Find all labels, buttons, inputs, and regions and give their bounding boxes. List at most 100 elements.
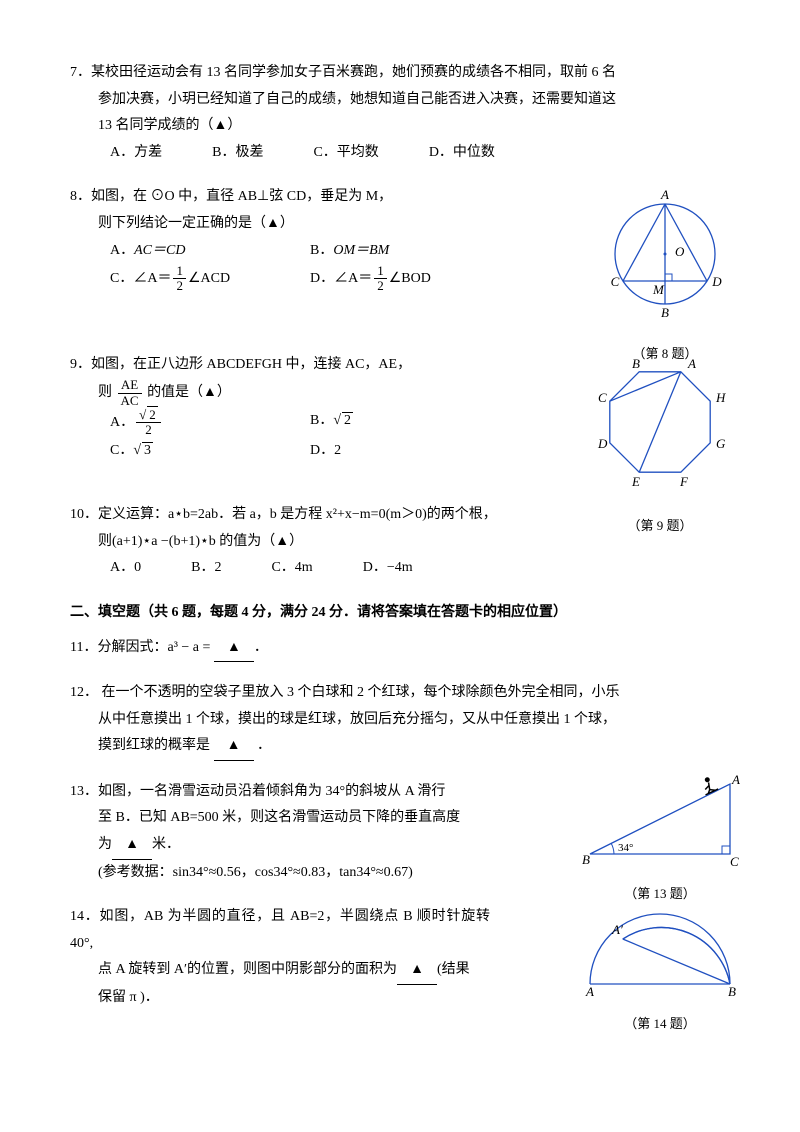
q11-line: 11．分解因式：a³ − a = ▲． xyxy=(70,635,730,663)
question-14: A B A′ （第 14 题） 14．如图，AB 为半圆的直径，且 AB=2，半… xyxy=(70,904,730,1011)
q8-optD: D．∠A＝12∠BOD xyxy=(310,264,490,294)
q7-optB: B．极差 xyxy=(212,140,263,167)
q7-text3: 13 名同学成绩的（▲） xyxy=(70,113,730,140)
q14-text1: 如图，AB 为半圆的直径，且 AB=2，半圆绕点 B 顺时针旋转 40°, xyxy=(70,909,490,951)
q10-line1: 10．定义运算：a⋆b=2ab．若 a，b 是方程 x²+x−m=0(m＞0)的… xyxy=(70,502,730,529)
q8-num: 8． xyxy=(70,189,91,204)
q13-A: A xyxy=(731,774,740,787)
question-13: 34° A B C （第 13 题） 13．如图，一名滑雪运动员沿着倾斜角为 3… xyxy=(70,779,730,886)
q10-optC: C．4m xyxy=(271,555,312,582)
q7-optA: A．方差 xyxy=(110,140,162,167)
q10-text1: 定义运算：a⋆b=2ab．若 a，b 是方程 x²+x−m=0(m＞0)的两个根… xyxy=(98,507,497,522)
q7-num: 7． xyxy=(70,65,91,80)
question-10: 10．定义运算：a⋆b=2ab．若 a，b 是方程 x²+x−m=0(m＞0)的… xyxy=(70,502,730,582)
q7-optD: D．中位数 xyxy=(429,140,495,167)
q7-text1: 某校田径运动会有 13 名同学参加女子百米赛跑，她们预赛的成绩各不相同，取前 6… xyxy=(91,65,616,80)
q14-B: B xyxy=(728,984,736,999)
q12-num: 12． xyxy=(70,685,98,700)
q9-num: 9． xyxy=(70,357,91,372)
question-7: 7．某校田径运动会有 13 名同学参加女子百米赛跑，她们预赛的成绩各不相同，取前… xyxy=(70,60,730,166)
q9-optA: A．22 xyxy=(110,408,290,438)
q12-blank[interactable]: ▲ xyxy=(214,733,254,761)
q11-num: 11． xyxy=(70,640,97,655)
q8-text2: 则下列结论一定正确的是（▲） xyxy=(70,211,518,238)
q9-text1: 如图，在正八边形 ABCDEFGH 中，连接 AC，AE， xyxy=(91,357,411,372)
q8-figure: A B C D O M （第 8 题） xyxy=(590,179,740,366)
q13-text1: 如图，一名滑雪运动员沿着倾斜角为 34°的斜坡从 A 滑行 xyxy=(98,784,445,799)
q9-H: H xyxy=(715,390,726,405)
q8-optB: B．OM＝BM xyxy=(310,238,490,265)
q9-optC: C．3 xyxy=(110,438,290,465)
q9-C: C xyxy=(598,390,607,405)
q8-label-D: D xyxy=(711,274,722,289)
q8-label-A: A xyxy=(660,187,669,202)
question-12: 12． 在一个不透明的空袋子里放入 3 个白球和 2 个红球，每个球除颜色外完全… xyxy=(70,680,730,761)
q14-figure: A B A′ （第 14 题） xyxy=(580,884,740,1036)
q13-angle: 34° xyxy=(618,842,633,854)
q12-line3: 摸到红球的概率是 ▲ ． xyxy=(70,733,730,761)
q13-line1: 13．如图，一名滑雪运动员沿着倾斜角为 34°的斜坡从 A 滑行 xyxy=(70,779,490,806)
q14-blank[interactable]: ▲ xyxy=(397,957,437,985)
q14-line2: 点 A 旋转到 A′的位置，则图中阴影部分的面积为▲(结果 xyxy=(70,957,518,985)
section-2-title: 二、填空题（共 6 题，每题 4 分，满分 24 分．请将答案填在答题卡的相应位… xyxy=(70,600,730,627)
q7-line1: 7．某校田径运动会有 13 名同学参加女子百米赛跑，她们预赛的成绩各不相同，取前… xyxy=(70,60,730,87)
q10-optB: B．2 xyxy=(191,555,221,582)
q10-optD: D．−4m xyxy=(363,555,413,582)
q9-optD: D．2 xyxy=(310,438,490,465)
q10-optA: A．0 xyxy=(110,555,141,582)
question-9: A B C D E F G H （第 9 题） 9．如图，在正八边形 ABCDE… xyxy=(70,352,730,484)
q8-line1: 8．如图，在 ⊙O 中，直径 AB⊥弦 CD，垂足为 M， xyxy=(70,184,490,211)
q9-line2: 则 AEAC 的值是（▲） xyxy=(70,378,518,408)
q9-G: G xyxy=(716,436,726,451)
q9-F: F xyxy=(679,474,689,489)
q12-post: ． xyxy=(254,738,272,753)
q8-circle-diagram: A B C D O M xyxy=(590,179,740,329)
q11-post: ． xyxy=(254,640,268,655)
q7-optC: C．平均数 xyxy=(313,140,378,167)
q14-Ap: A′ xyxy=(611,922,623,937)
q13-C: C xyxy=(730,854,739,869)
q14-text3: 保留 π )． xyxy=(70,985,518,1012)
q9-E: E xyxy=(631,474,640,489)
q14-A: A xyxy=(585,984,594,999)
q10-options: A．0 B．2 C．4m D．−4m xyxy=(70,555,730,582)
q13-B: B xyxy=(582,852,590,867)
q8-text1: 如图，在 ⊙O 中，直径 AB⊥弦 CD，垂足为 M， xyxy=(91,189,392,204)
q13-text2: 至 B．已知 AB=500 米，则这名滑雪运动员下降的垂直高度 xyxy=(70,805,518,832)
q14-line1: 14．如图，AB 为半圆的直径，且 AB=2，半圆绕点 B 顺时针旋转 40°, xyxy=(70,904,490,957)
q8-label-M: M xyxy=(652,282,665,297)
q7-options: A．方差 B．极差 C．平均数 D．中位数 xyxy=(70,140,730,167)
question-11: 11．分解因式：a³ − a = ▲． xyxy=(70,635,730,663)
q8-label-O: O xyxy=(675,244,685,259)
q13-line3: 为▲米． xyxy=(70,832,518,860)
q8-label-B: B xyxy=(661,305,669,320)
q14-semicircle-diagram: A B A′ xyxy=(580,884,740,999)
q13-pre: 为 xyxy=(98,837,112,852)
q13-triangle-diagram: 34° A B C xyxy=(580,774,740,869)
q13-num: 13． xyxy=(70,784,98,799)
q10-num: 10． xyxy=(70,507,98,522)
q14-pre: 点 A 旋转到 A′的位置，则图中阴影部分的面积为 xyxy=(98,962,397,977)
q11-blank[interactable]: ▲ xyxy=(214,635,254,663)
q13-post: 米． xyxy=(152,837,180,852)
q9-B: B xyxy=(632,356,640,371)
question-8: A B C D O M （第 8 题） 8．如图，在 ⊙O 中，直径 AB⊥弦 … xyxy=(70,184,730,333)
q8-optA: A．AC＝CD xyxy=(110,238,290,265)
q8-optC: C．∠A＝12∠ACD xyxy=(110,264,290,294)
q7-text2: 参加决赛，小玥已经知道了自己的成绩，她想知道自己能否进入决赛，还需要知道这 xyxy=(70,87,730,114)
q14-num: 14． xyxy=(70,909,100,924)
q13-blank[interactable]: ▲ xyxy=(112,832,152,860)
q9-octagon-diagram: A B C D E F G H xyxy=(580,342,740,502)
q9-optB: B．2 xyxy=(310,408,490,438)
q11-pre: 分解因式：a³ − a = xyxy=(97,640,210,655)
q12-pre: 摸到红球的概率是 xyxy=(98,738,214,753)
q12-line1: 12． 在一个不透明的空袋子里放入 3 个白球和 2 个红球，每个球除颜色外完全… xyxy=(70,680,730,707)
q12-text2: 从中任意摸出 1 个球，摸出的球是红球，放回后充分摇匀，又从中任意摸出 1 个球… xyxy=(70,707,730,734)
q10-text2: 则(a+1)⋆a −(b+1)⋆b 的值为（▲） xyxy=(70,529,730,556)
q9-D: D xyxy=(597,436,608,451)
q9-A: A xyxy=(687,356,696,371)
q8-label-C: C xyxy=(611,274,620,289)
q14-post: (结果 xyxy=(437,962,470,977)
q12-text1: 在一个不透明的空袋子里放入 3 个白球和 2 个红球，每个球除颜色外完全相同，小… xyxy=(102,685,620,700)
q14-caption: （第 14 题） xyxy=(580,1012,740,1037)
